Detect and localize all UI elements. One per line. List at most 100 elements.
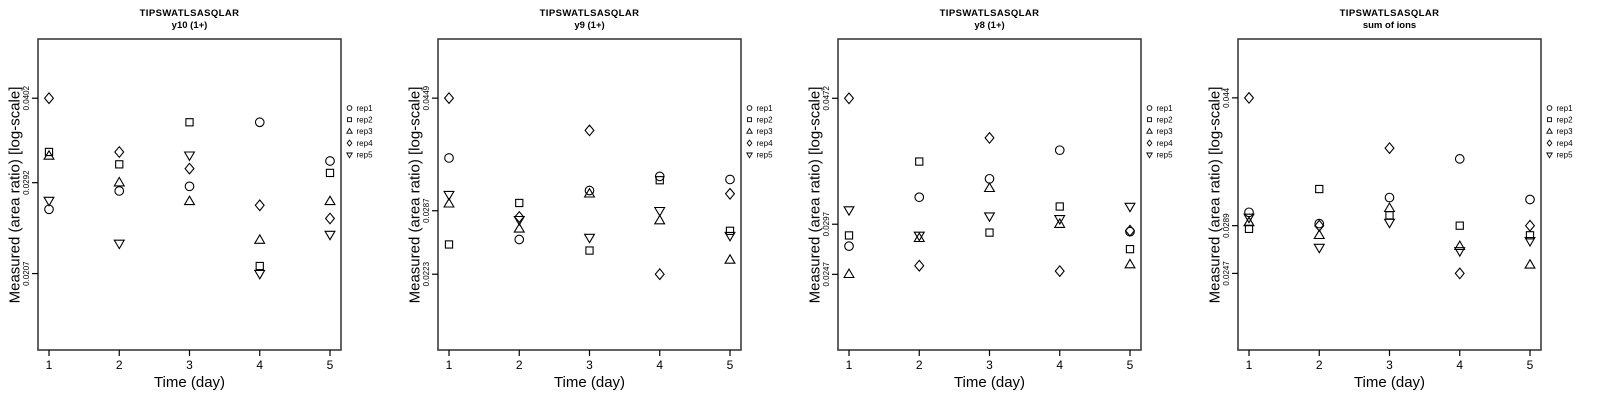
data-point-rep1-day2-circle-icon bbox=[514, 234, 525, 245]
data-point-rep2-day5-square-icon bbox=[325, 168, 335, 178]
x-tick-label: 3 bbox=[586, 358, 593, 372]
data-point-rep1-day2-circle-icon bbox=[1314, 218, 1325, 229]
data-point-rep1-day2-circle-icon bbox=[914, 192, 925, 203]
data-point-rep4-day2-diamond-icon bbox=[114, 145, 125, 159]
data-point-rep4-day1-diamond-icon bbox=[1243, 91, 1255, 105]
data-point-rep1-day3-circle-icon bbox=[184, 181, 195, 192]
x-tick-label: 1 bbox=[46, 358, 53, 372]
data-point-rep5-day4-triangle-down-icon bbox=[1453, 247, 1466, 258]
chart-y9: TIPSWATLSASQLAR y9 (1+) Measured (area r… bbox=[400, 0, 800, 400]
x-tick-label: 3 bbox=[986, 358, 993, 372]
panel-border bbox=[1237, 38, 1542, 351]
data-point-rep2-day1-square-icon bbox=[844, 231, 854, 240]
x-tick-label: 4 bbox=[1056, 358, 1063, 372]
data-point-rep1-day3-circle-icon bbox=[1384, 192, 1395, 203]
x-tick-label: 1 bbox=[1246, 358, 1253, 372]
legend-label-rep4: rep4 bbox=[1157, 139, 1174, 148]
data-point-rep3-day5-triangle-up-icon bbox=[1524, 258, 1536, 269]
data-point-rep5-day5-triangle-down-icon bbox=[1124, 202, 1136, 213]
data-point-rep4-day1-diamond-icon bbox=[443, 91, 455, 105]
data-point-rep2-day1-square-icon bbox=[1244, 224, 1254, 233]
data-point-rep2-day4-square-icon bbox=[655, 176, 664, 185]
data-point-rep4-day2-diamond-icon bbox=[1314, 219, 1325, 232]
data-point-rep3-day4-triangle-up-icon bbox=[1453, 240, 1466, 251]
legend-label-rep1: rep1 bbox=[757, 104, 774, 113]
legend-label-rep4: rep4 bbox=[357, 139, 374, 148]
y-tick-label: 0.0207 bbox=[22, 261, 31, 286]
data-point-rep5-day5-triangle-down-icon bbox=[324, 230, 336, 241]
data-point-rep2-day5-square-icon bbox=[1125, 244, 1135, 254]
data-point-rep3-day2-triangle-up-icon bbox=[113, 176, 126, 187]
legend-marker-rep5-triangle-down-icon bbox=[746, 152, 753, 159]
plot-area: 1 2 3 4 5 0.0247 0.0289 0.044 rep1 rep2 rep3 rep4 re… bbox=[1222, 38, 1574, 372]
chart-subtitle: sum of ions bbox=[1362, 20, 1417, 31]
data-point-rep5-day1-triangle-down-icon bbox=[843, 206, 855, 217]
legend-label-rep2: rep2 bbox=[357, 116, 374, 125]
data-point-rep3-day3-triangle-up-icon bbox=[583, 187, 596, 198]
y-tick-label: 0.0402 bbox=[22, 85, 31, 110]
legend-label-rep1: rep1 bbox=[1157, 104, 1174, 113]
legend-label-rep3: rep3 bbox=[1557, 127, 1574, 136]
legend-marker-rep1-circle-icon bbox=[346, 105, 353, 111]
x-tick-label: 5 bbox=[727, 358, 734, 372]
data-point-rep2-day4-square-icon bbox=[1055, 202, 1064, 211]
x-axis-label: Time (day) bbox=[553, 374, 626, 391]
y-tick-label: 0.0289 bbox=[1222, 213, 1231, 238]
legend-label-rep2: rep2 bbox=[757, 116, 774, 125]
legend-label-rep3: rep3 bbox=[1157, 127, 1174, 136]
legend-marker-rep2-square-icon bbox=[1147, 117, 1152, 123]
data-point-rep5-day2-triangle-down-icon bbox=[113, 239, 126, 250]
data-point-rep2-day2-square-icon bbox=[915, 157, 924, 166]
legend-marker-rep5-triangle-down-icon bbox=[1546, 152, 1553, 159]
legend-marker-rep4-diamond-icon bbox=[746, 139, 753, 147]
legend-marker-rep3-triangle-up-icon bbox=[1546, 127, 1553, 134]
legend-marker-rep1-circle-icon bbox=[1546, 105, 1553, 111]
chart-title: TIPSWATLSASQLAR bbox=[139, 8, 240, 19]
data-point-rep3-day1-triangle-up-icon bbox=[443, 197, 455, 208]
data-point-rep3-day2-triangle-up-icon bbox=[1313, 229, 1326, 240]
data-point-rep2-day1-square-icon bbox=[44, 147, 54, 157]
data-point-rep3-day3-triangle-up-icon bbox=[983, 182, 996, 193]
data-point-rep4-day3-diamond-icon bbox=[184, 162, 195, 175]
data-point-rep2-day3-square-icon bbox=[185, 118, 194, 127]
legend-marker-rep5-triangle-down-icon bbox=[346, 152, 353, 159]
x-tick-label: 5 bbox=[1527, 358, 1534, 372]
data-point-rep4-day5-diamond-icon bbox=[1524, 219, 1536, 232]
data-point-rep2-day2-square-icon bbox=[115, 160, 124, 169]
data-point-rep2-day3-square-icon bbox=[585, 246, 594, 255]
data-point-rep4-day4-diamond-icon bbox=[1454, 267, 1465, 280]
y-tick-label: 0.0472 bbox=[822, 86, 831, 111]
data-point-rep3-day5-triangle-up-icon bbox=[1124, 258, 1136, 269]
legend-marker-rep4-diamond-icon bbox=[1146, 139, 1153, 147]
x-tick-label: 3 bbox=[186, 358, 193, 372]
data-point-rep2-day3-square-icon bbox=[985, 228, 994, 237]
data-point-rep1-day4-circle-icon bbox=[254, 117, 265, 128]
legend-marker-rep3-triangle-up-icon bbox=[746, 127, 753, 134]
data-point-rep1-day5-circle-icon bbox=[725, 174, 735, 185]
data-point-rep4-day1-diamond-icon bbox=[843, 92, 855, 105]
data-point-rep2-day2-square-icon bbox=[1315, 184, 1324, 194]
data-point-rep5-day1-triangle-down-icon bbox=[1243, 213, 1255, 224]
legend-label-rep2: rep2 bbox=[1157, 116, 1174, 125]
chart-subtitle: y10 (1+) bbox=[171, 20, 208, 31]
data-point-rep2-day4-square-icon bbox=[255, 261, 264, 271]
data-point-rep5-day2-triangle-down-icon bbox=[1313, 243, 1326, 254]
data-point-rep4-day1-diamond-icon bbox=[43, 92, 55, 105]
data-point-rep5-day1-triangle-down-icon bbox=[43, 196, 55, 207]
data-point-rep2-day2-square-icon bbox=[515, 198, 524, 208]
x-tick-label: 2 bbox=[916, 358, 923, 372]
y-tick-label: 0.0292 bbox=[22, 170, 31, 195]
data-point-rep5-day3-triangle-down-icon bbox=[983, 212, 996, 223]
y-tick-label: 0.0287 bbox=[422, 198, 431, 223]
x-tick-label: 5 bbox=[327, 358, 334, 372]
x-tick-label: 3 bbox=[1386, 358, 1393, 372]
data-point-rep5-day4-triangle-down-icon bbox=[253, 269, 266, 280]
data-point-rep5-day4-triangle-down-icon bbox=[653, 206, 666, 217]
data-point-rep2-day1-square-icon bbox=[444, 240, 454, 249]
chart-y8: TIPSWATLSASQLAR y8 (1+) Measured (area r… bbox=[800, 0, 1200, 400]
data-point-rep1-day1-circle-icon bbox=[1244, 207, 1254, 218]
y-tick-label: 0.0297 bbox=[822, 211, 831, 236]
plot-area: 1 2 3 4 5 0.0223 0.0287 0.0449 rep1 rep2 rep3 rep4 r… bbox=[422, 38, 774, 372]
x-axis-label: Time (day) bbox=[1353, 374, 1426, 391]
legend-label-rep4: rep4 bbox=[757, 139, 774, 148]
